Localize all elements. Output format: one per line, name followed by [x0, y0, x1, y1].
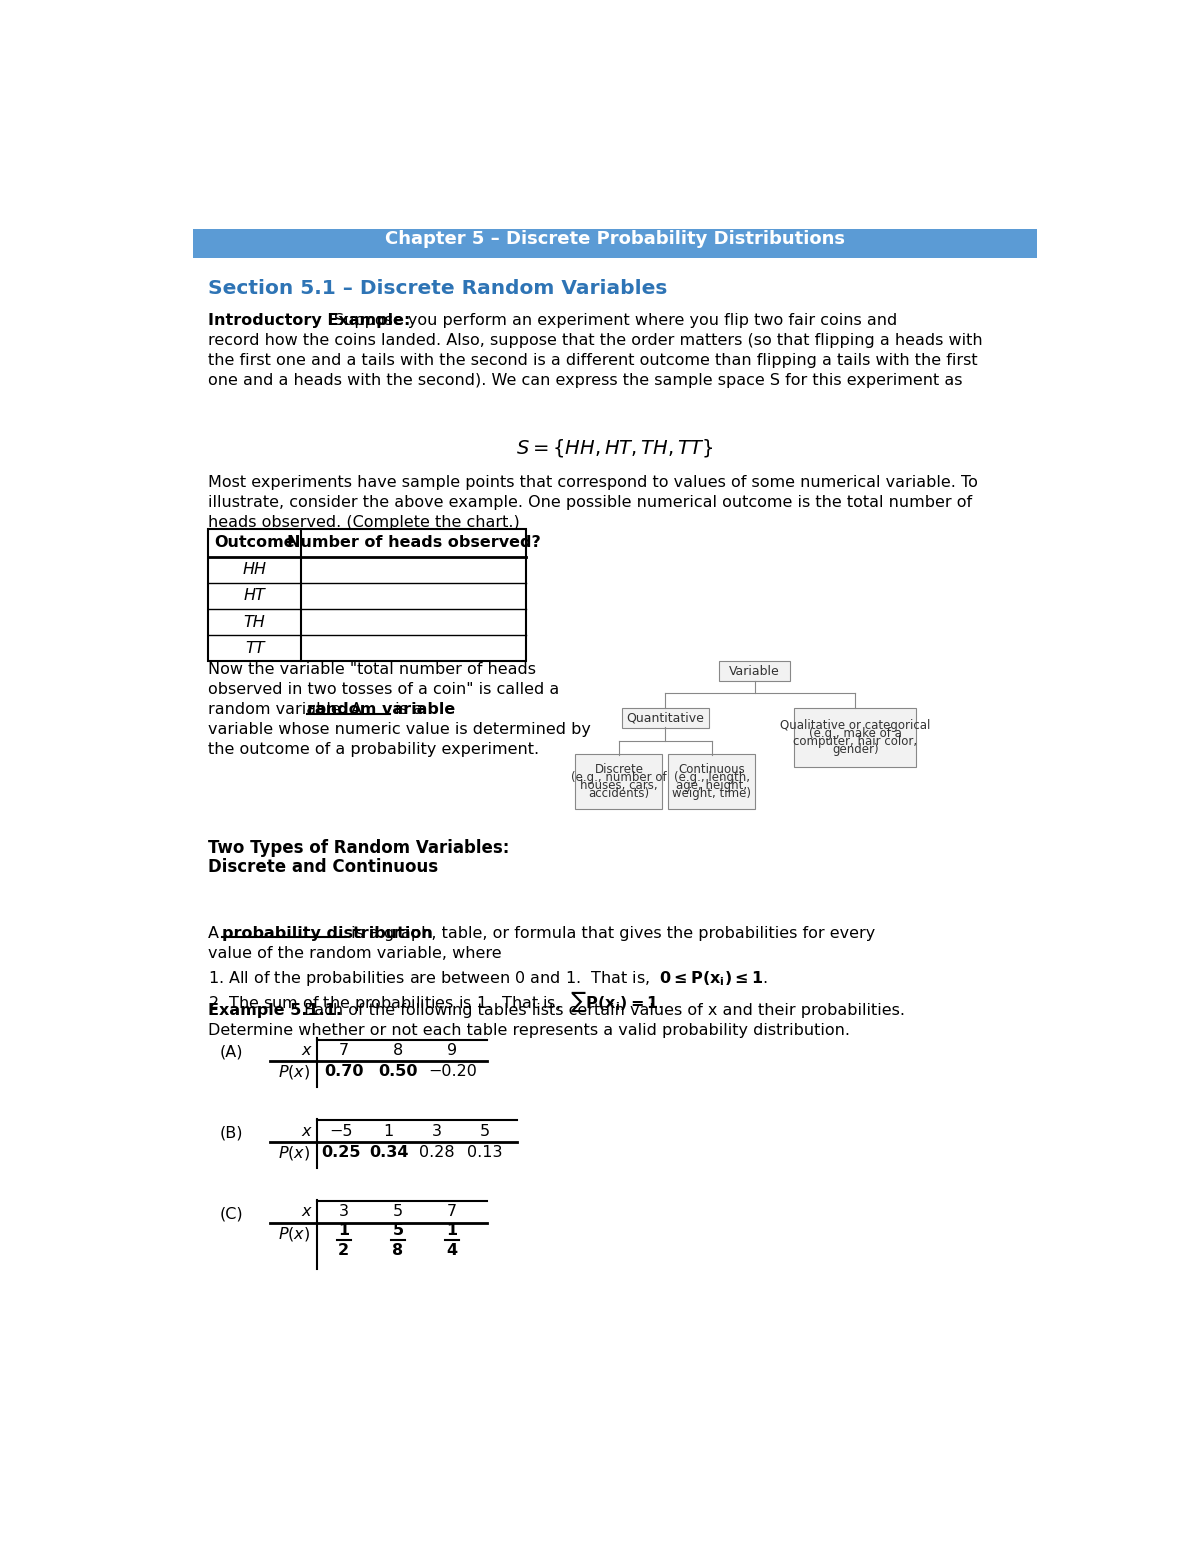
- Text: observed in two tosses of a coin" is called a: observed in two tosses of a coin" is cal…: [208, 682, 559, 697]
- Text: 2: 2: [338, 1242, 349, 1258]
- Text: random variable: random variable: [307, 702, 456, 717]
- Text: houses, cars,: houses, cars,: [580, 780, 658, 792]
- Text: weight, time): weight, time): [672, 787, 751, 800]
- Text: x: x: [301, 1205, 311, 1219]
- Text: A: A: [208, 926, 224, 941]
- FancyBboxPatch shape: [794, 708, 916, 767]
- Text: 7: 7: [448, 1205, 457, 1219]
- Text: illustrate, consider the above example. One possible numerical outcome is the to: illustrate, consider the above example. …: [208, 495, 972, 509]
- Text: Outcome: Outcome: [215, 536, 295, 550]
- Text: computer, hair color,: computer, hair color,: [793, 735, 917, 749]
- Text: 0.25: 0.25: [320, 1145, 360, 1160]
- Text: HT: HT: [244, 589, 265, 604]
- Text: $P(x)$: $P(x)$: [278, 1062, 311, 1081]
- Text: Section 5.1 – Discrete Random Variables: Section 5.1 – Discrete Random Variables: [208, 278, 667, 298]
- Text: x: x: [301, 1124, 311, 1138]
- Text: the outcome of a probability experiment.: the outcome of a probability experiment.: [208, 742, 539, 758]
- Text: Introductory Example:: Introductory Example:: [208, 314, 410, 328]
- Text: Suppose you perform an experiment where you flip two fair coins and: Suppose you perform an experiment where …: [334, 314, 896, 328]
- Text: 1: 1: [446, 1222, 458, 1238]
- Bar: [208, 530, 526, 662]
- Text: variable whose numeric value is determined by: variable whose numeric value is determin…: [208, 722, 592, 738]
- FancyBboxPatch shape: [719, 662, 790, 682]
- FancyBboxPatch shape: [622, 708, 709, 728]
- Text: 1: 1: [338, 1222, 349, 1238]
- Text: Most experiments have sample points that correspond to values of some numerical : Most experiments have sample points that…: [208, 475, 978, 491]
- Text: (B): (B): [220, 1126, 244, 1140]
- Text: 3: 3: [432, 1124, 442, 1138]
- Text: 2. The sum of the probabilities is 1.  That is,  $\mathbf{\sum P(x_i) = 1}$.: 2. The sum of the probabilities is 1. Th…: [208, 989, 664, 1014]
- Text: (e.g., length,: (e.g., length,: [674, 770, 750, 784]
- Text: is a: is a: [390, 702, 424, 717]
- Text: 0.70: 0.70: [324, 1064, 364, 1079]
- Text: −0.20: −0.20: [428, 1064, 476, 1079]
- Text: 5: 5: [392, 1205, 403, 1219]
- Text: 7: 7: [338, 1042, 349, 1058]
- Text: 4: 4: [446, 1242, 458, 1258]
- Text: gender): gender): [832, 742, 878, 756]
- Text: Continuous: Continuous: [678, 763, 745, 776]
- Text: Discrete and Continuous: Discrete and Continuous: [208, 857, 438, 876]
- Text: Chapter 5 – Discrete Probability Distributions: Chapter 5 – Discrete Probability Distrib…: [385, 230, 845, 248]
- FancyBboxPatch shape: [576, 753, 662, 809]
- Text: $P(x)$: $P(x)$: [278, 1225, 311, 1242]
- Text: 8: 8: [392, 1042, 403, 1058]
- Text: (A): (A): [220, 1044, 244, 1059]
- Text: 1: 1: [384, 1124, 394, 1138]
- Text: is a graph, table, or formula that gives the probabilities for every: is a graph, table, or formula that gives…: [346, 926, 875, 941]
- Text: 3: 3: [338, 1205, 349, 1219]
- Text: Variable: Variable: [730, 665, 780, 679]
- Text: TH: TH: [244, 615, 265, 629]
- Text: Number of heads observed?: Number of heads observed?: [287, 536, 540, 550]
- Text: random variable. A: random variable. A: [208, 702, 367, 717]
- Text: one and a heads with the second). We can express the sample space S for this exp: one and a heads with the second). We can…: [208, 373, 962, 388]
- Bar: [193, 228, 1037, 258]
- Text: 1. All of the probabilities are between 0 and 1.  That is,  $\mathbf{0 \leq P(x_: 1. All of the probabilities are between …: [208, 969, 768, 988]
- Text: TT: TT: [245, 641, 264, 655]
- Text: 0.13: 0.13: [467, 1145, 503, 1160]
- Text: age, height,: age, height,: [677, 780, 748, 792]
- Text: 0.28: 0.28: [419, 1145, 455, 1160]
- Text: 9: 9: [448, 1042, 457, 1058]
- Text: 0.50: 0.50: [378, 1064, 418, 1079]
- Text: Qualitative or categorical: Qualitative or categorical: [780, 719, 930, 731]
- Text: HH: HH: [242, 562, 266, 578]
- Text: heads observed. (Complete the chart.): heads observed. (Complete the chart.): [208, 516, 520, 530]
- Text: 8: 8: [392, 1242, 403, 1258]
- Text: $P(x)$: $P(x)$: [278, 1143, 311, 1162]
- Text: the first one and a tails with the second is a different outcome than flipping a: the first one and a tails with the secon…: [208, 354, 978, 368]
- Text: 5: 5: [392, 1222, 403, 1238]
- Text: value of the random variable, where: value of the random variable, where: [208, 946, 502, 961]
- Text: Two Types of Random Variables:: Two Types of Random Variables:: [208, 839, 510, 857]
- Text: −5: −5: [329, 1124, 353, 1138]
- Text: record how the coins landed. Also, suppose that the order matters (so that flipp: record how the coins landed. Also, suppo…: [208, 334, 983, 348]
- Text: (e.g., make of a: (e.g., make of a: [809, 727, 901, 739]
- Text: (e.g., number of: (e.g., number of: [571, 770, 667, 784]
- FancyBboxPatch shape: [668, 753, 755, 809]
- Text: Each of the following tables lists certain values of x and their probabilities.: Each of the following tables lists certa…: [299, 1003, 905, 1017]
- Text: Quantitative: Quantitative: [626, 711, 704, 724]
- Text: (C): (C): [220, 1207, 244, 1221]
- Text: Example 5.1.1.: Example 5.1.1.: [208, 1003, 342, 1017]
- Text: $S = \{HH, HT, TH, TT\}$: $S = \{HH, HT, TH, TT\}$: [516, 436, 714, 458]
- Text: accidents): accidents): [588, 787, 649, 800]
- Text: x: x: [301, 1042, 311, 1058]
- Text: Determine whether or not each table represents a valid probability distribution.: Determine whether or not each table repr…: [208, 1022, 850, 1037]
- Text: probability distribution: probability distribution: [222, 926, 433, 941]
- Text: 0.34: 0.34: [368, 1145, 408, 1160]
- Text: Now the variable "total number of heads: Now the variable "total number of heads: [208, 662, 536, 677]
- Text: 5: 5: [480, 1124, 490, 1138]
- Text: Discrete: Discrete: [594, 763, 643, 776]
